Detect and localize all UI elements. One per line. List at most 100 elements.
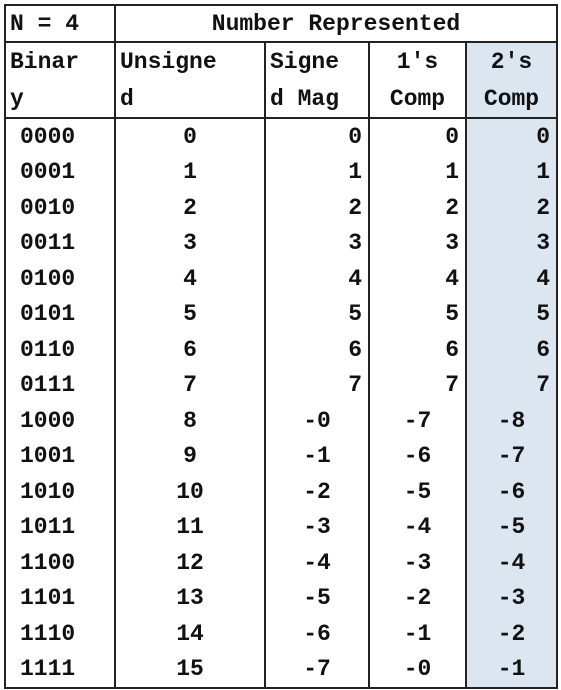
binary-cell[interactable]: 0111 <box>4 367 116 403</box>
header-ones-comp-line2[interactable]: Comp <box>368 80 467 119</box>
signed-mag-cell[interactable]: -6 <box>264 616 370 652</box>
twos-comp-cell[interactable]: -1 <box>465 651 558 689</box>
binary-cell[interactable]: 0101 <box>4 296 116 332</box>
header-unsigned-line1[interactable]: Unsigne <box>114 41 266 80</box>
signed-mag-cell[interactable]: 1 <box>264 154 370 190</box>
unsigned-cell[interactable]: 9 <box>114 438 266 474</box>
unsigned-cell[interactable]: 3 <box>114 225 266 261</box>
unsigned-cell[interactable]: 12 <box>114 545 266 581</box>
binary-cell[interactable]: 1110 <box>4 616 116 652</box>
binary-cell[interactable]: 0000 <box>4 118 116 155</box>
unsigned-cell[interactable]: 10 <box>114 474 266 510</box>
signed-mag-cell[interactable]: 7 <box>264 367 370 403</box>
table-row: 0001 1 1 1 1 <box>4 154 558 190</box>
binary-cell[interactable]: 0110 <box>4 332 116 368</box>
ones-comp-cell[interactable]: 0 <box>368 118 467 155</box>
unsigned-cell[interactable]: 7 <box>114 367 266 403</box>
twos-comp-cell[interactable]: 6 <box>465 332 558 368</box>
header-twos-comp-line1[interactable]: 2's <box>465 41 558 80</box>
span-title-cell[interactable]: Number Represented <box>114 4 558 43</box>
ones-comp-cell[interactable]: 2 <box>368 190 467 226</box>
ones-comp-cell[interactable]: -3 <box>368 545 467 581</box>
unsigned-cell[interactable]: 1 <box>114 154 266 190</box>
ones-comp-cell[interactable]: 7 <box>368 367 467 403</box>
binary-cell[interactable]: 0001 <box>4 154 116 190</box>
signed-mag-cell[interactable]: 0 <box>264 118 370 155</box>
twos-comp-cell[interactable]: -3 <box>465 580 558 616</box>
signed-mag-cell[interactable]: -7 <box>264 651 370 689</box>
twos-comp-cell[interactable]: 5 <box>465 296 558 332</box>
signed-mag-cell[interactable]: -2 <box>264 474 370 510</box>
twos-comp-cell[interactable]: -6 <box>465 474 558 510</box>
unsigned-cell[interactable]: 13 <box>114 580 266 616</box>
table-row: 1110 14 -6 -1 -2 <box>4 616 558 652</box>
corner-cell[interactable]: N = 4 <box>4 4 116 43</box>
unsigned-cell[interactable]: 11 <box>114 509 266 545</box>
ones-comp-cell[interactable]: -2 <box>368 580 467 616</box>
twos-comp-cell[interactable]: 2 <box>465 190 558 226</box>
table-row: 1100 12 -4 -3 -4 <box>4 545 558 581</box>
header-twos-comp-line2[interactable]: Comp <box>465 80 558 119</box>
binary-cell[interactable]: 1111 <box>4 651 116 689</box>
ones-comp-cell[interactable]: -4 <box>368 509 467 545</box>
ones-comp-cell[interactable]: 4 <box>368 261 467 297</box>
binary-cell[interactable]: 1010 <box>4 474 116 510</box>
binary-cell[interactable]: 0010 <box>4 190 116 226</box>
binary-cell[interactable]: 1011 <box>4 509 116 545</box>
table-row: 1101 13 -5 -2 -3 <box>4 580 558 616</box>
twos-comp-cell[interactable]: -5 <box>465 509 558 545</box>
twos-comp-cell[interactable]: -4 <box>465 545 558 581</box>
signed-mag-cell[interactable]: -3 <box>264 509 370 545</box>
unsigned-cell[interactable]: 6 <box>114 332 266 368</box>
unsigned-cell[interactable]: 2 <box>114 190 266 226</box>
binary-cell[interactable]: 1101 <box>4 580 116 616</box>
binary-cell[interactable]: 0100 <box>4 261 116 297</box>
twos-comp-cell[interactable]: -2 <box>465 616 558 652</box>
unsigned-cell[interactable]: 0 <box>114 118 266 155</box>
ones-comp-cell[interactable]: -5 <box>368 474 467 510</box>
unsigned-cell[interactable]: 14 <box>114 616 266 652</box>
signed-mag-cell[interactable]: 6 <box>264 332 370 368</box>
header-signed-mag-line2[interactable]: d Mag <box>264 80 370 119</box>
signed-mag-cell[interactable]: 4 <box>264 261 370 297</box>
table-row: 0100 4 4 4 4 <box>4 261 558 297</box>
ones-comp-cell[interactable]: 5 <box>368 296 467 332</box>
twos-comp-cell[interactable]: -7 <box>465 438 558 474</box>
signed-mag-cell[interactable]: -5 <box>264 580 370 616</box>
signed-mag-cell[interactable]: -0 <box>264 403 370 439</box>
binary-cell[interactable]: 0011 <box>4 225 116 261</box>
twos-comp-cell[interactable]: 1 <box>465 154 558 190</box>
signed-mag-cell[interactable]: -1 <box>264 438 370 474</box>
ones-comp-cell[interactable]: -1 <box>368 616 467 652</box>
ones-comp-cell[interactable]: -0 <box>368 651 467 689</box>
ones-comp-cell[interactable]: 6 <box>368 332 467 368</box>
header-ones-comp-line1[interactable]: 1's <box>368 41 467 80</box>
unsigned-cell[interactable]: 15 <box>114 651 266 689</box>
header-binary-line1[interactable]: Binar <box>4 41 116 80</box>
header-unsigned-line2[interactable]: d <box>114 80 266 119</box>
header-signed-mag-line1[interactable]: Signe <box>264 41 370 80</box>
signed-mag-cell[interactable]: 3 <box>264 225 370 261</box>
ones-comp-cell[interactable]: 3 <box>368 225 467 261</box>
binary-cell[interactable]: 1000 <box>4 403 116 439</box>
unsigned-cell[interactable]: 5 <box>114 296 266 332</box>
twos-comp-cell[interactable]: 0 <box>465 118 558 155</box>
twos-comp-cell[interactable]: 3 <box>465 225 558 261</box>
unsigned-cell[interactable]: 4 <box>114 261 266 297</box>
signed-mag-cell[interactable]: -4 <box>264 545 370 581</box>
signed-mag-cell[interactable]: 2 <box>264 190 370 226</box>
ones-comp-cell[interactable]: -7 <box>368 403 467 439</box>
title-row: N = 4 Number Represented <box>4 4 558 43</box>
unsigned-cell[interactable]: 8 <box>114 403 266 439</box>
signed-mag-cell[interactable]: 5 <box>264 296 370 332</box>
twos-comp-cell[interactable]: 4 <box>465 261 558 297</box>
binary-cell[interactable]: 1100 <box>4 545 116 581</box>
ones-comp-cell[interactable]: 1 <box>368 154 467 190</box>
twos-comp-cell[interactable]: -8 <box>465 403 558 439</box>
twos-comp-cell[interactable]: 7 <box>465 367 558 403</box>
binary-cell[interactable]: 1001 <box>4 438 116 474</box>
header-binary-line2[interactable]: y <box>4 80 116 119</box>
table-row: 1010 10 -2 -5 -6 <box>4 474 558 510</box>
ones-comp-cell[interactable]: -6 <box>368 438 467 474</box>
table-row: 1000 8 -0 -7 -8 <box>4 403 558 439</box>
